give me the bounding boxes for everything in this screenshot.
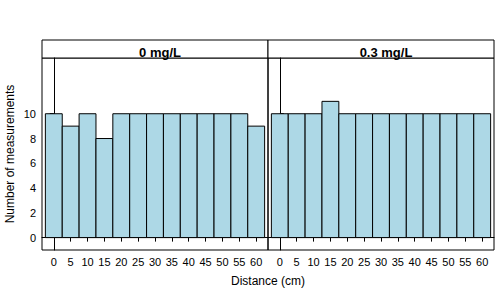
svg-text:45: 45 — [425, 256, 437, 268]
svg-text:60: 60 — [250, 256, 262, 268]
svg-text:30: 30 — [375, 256, 387, 268]
svg-text:20: 20 — [341, 256, 353, 268]
svg-text:5: 5 — [68, 256, 74, 268]
svg-text:60: 60 — [476, 256, 488, 268]
svg-text:8: 8 — [30, 133, 36, 145]
svg-text:5: 5 — [294, 256, 300, 268]
svg-text:55: 55 — [459, 256, 471, 268]
svg-text:45: 45 — [199, 256, 211, 268]
svg-text:15: 15 — [324, 256, 336, 268]
svg-text:40: 40 — [183, 256, 195, 268]
svg-text:10: 10 — [307, 256, 319, 268]
svg-text:0: 0 — [277, 256, 283, 268]
svg-text:0.3 mg/L: 0.3 mg/L — [360, 45, 413, 60]
svg-text:35: 35 — [166, 256, 178, 268]
svg-text:25: 25 — [358, 256, 370, 268]
svg-text:6: 6 — [30, 157, 36, 169]
svg-text:Number of measurements: Number of measurements — [3, 85, 17, 224]
svg-text:0: 0 — [30, 232, 36, 244]
svg-text:10: 10 — [24, 108, 36, 120]
svg-text:35: 35 — [392, 256, 404, 268]
svg-text:50: 50 — [216, 256, 228, 268]
svg-text:0 mg/L: 0 mg/L — [139, 45, 181, 60]
svg-text:0: 0 — [51, 256, 57, 268]
svg-text:10: 10 — [81, 256, 93, 268]
svg-text:20: 20 — [115, 256, 127, 268]
svg-text:15: 15 — [98, 256, 110, 268]
svg-text:30: 30 — [149, 256, 161, 268]
svg-text:50: 50 — [442, 256, 454, 268]
svg-text:2: 2 — [30, 207, 36, 219]
svg-text:40: 40 — [409, 256, 421, 268]
svg-text:55: 55 — [233, 256, 245, 268]
svg-text:4: 4 — [30, 182, 36, 194]
svg-text:25: 25 — [132, 256, 144, 268]
svg-text:Distance (cm): Distance (cm) — [231, 274, 305, 288]
